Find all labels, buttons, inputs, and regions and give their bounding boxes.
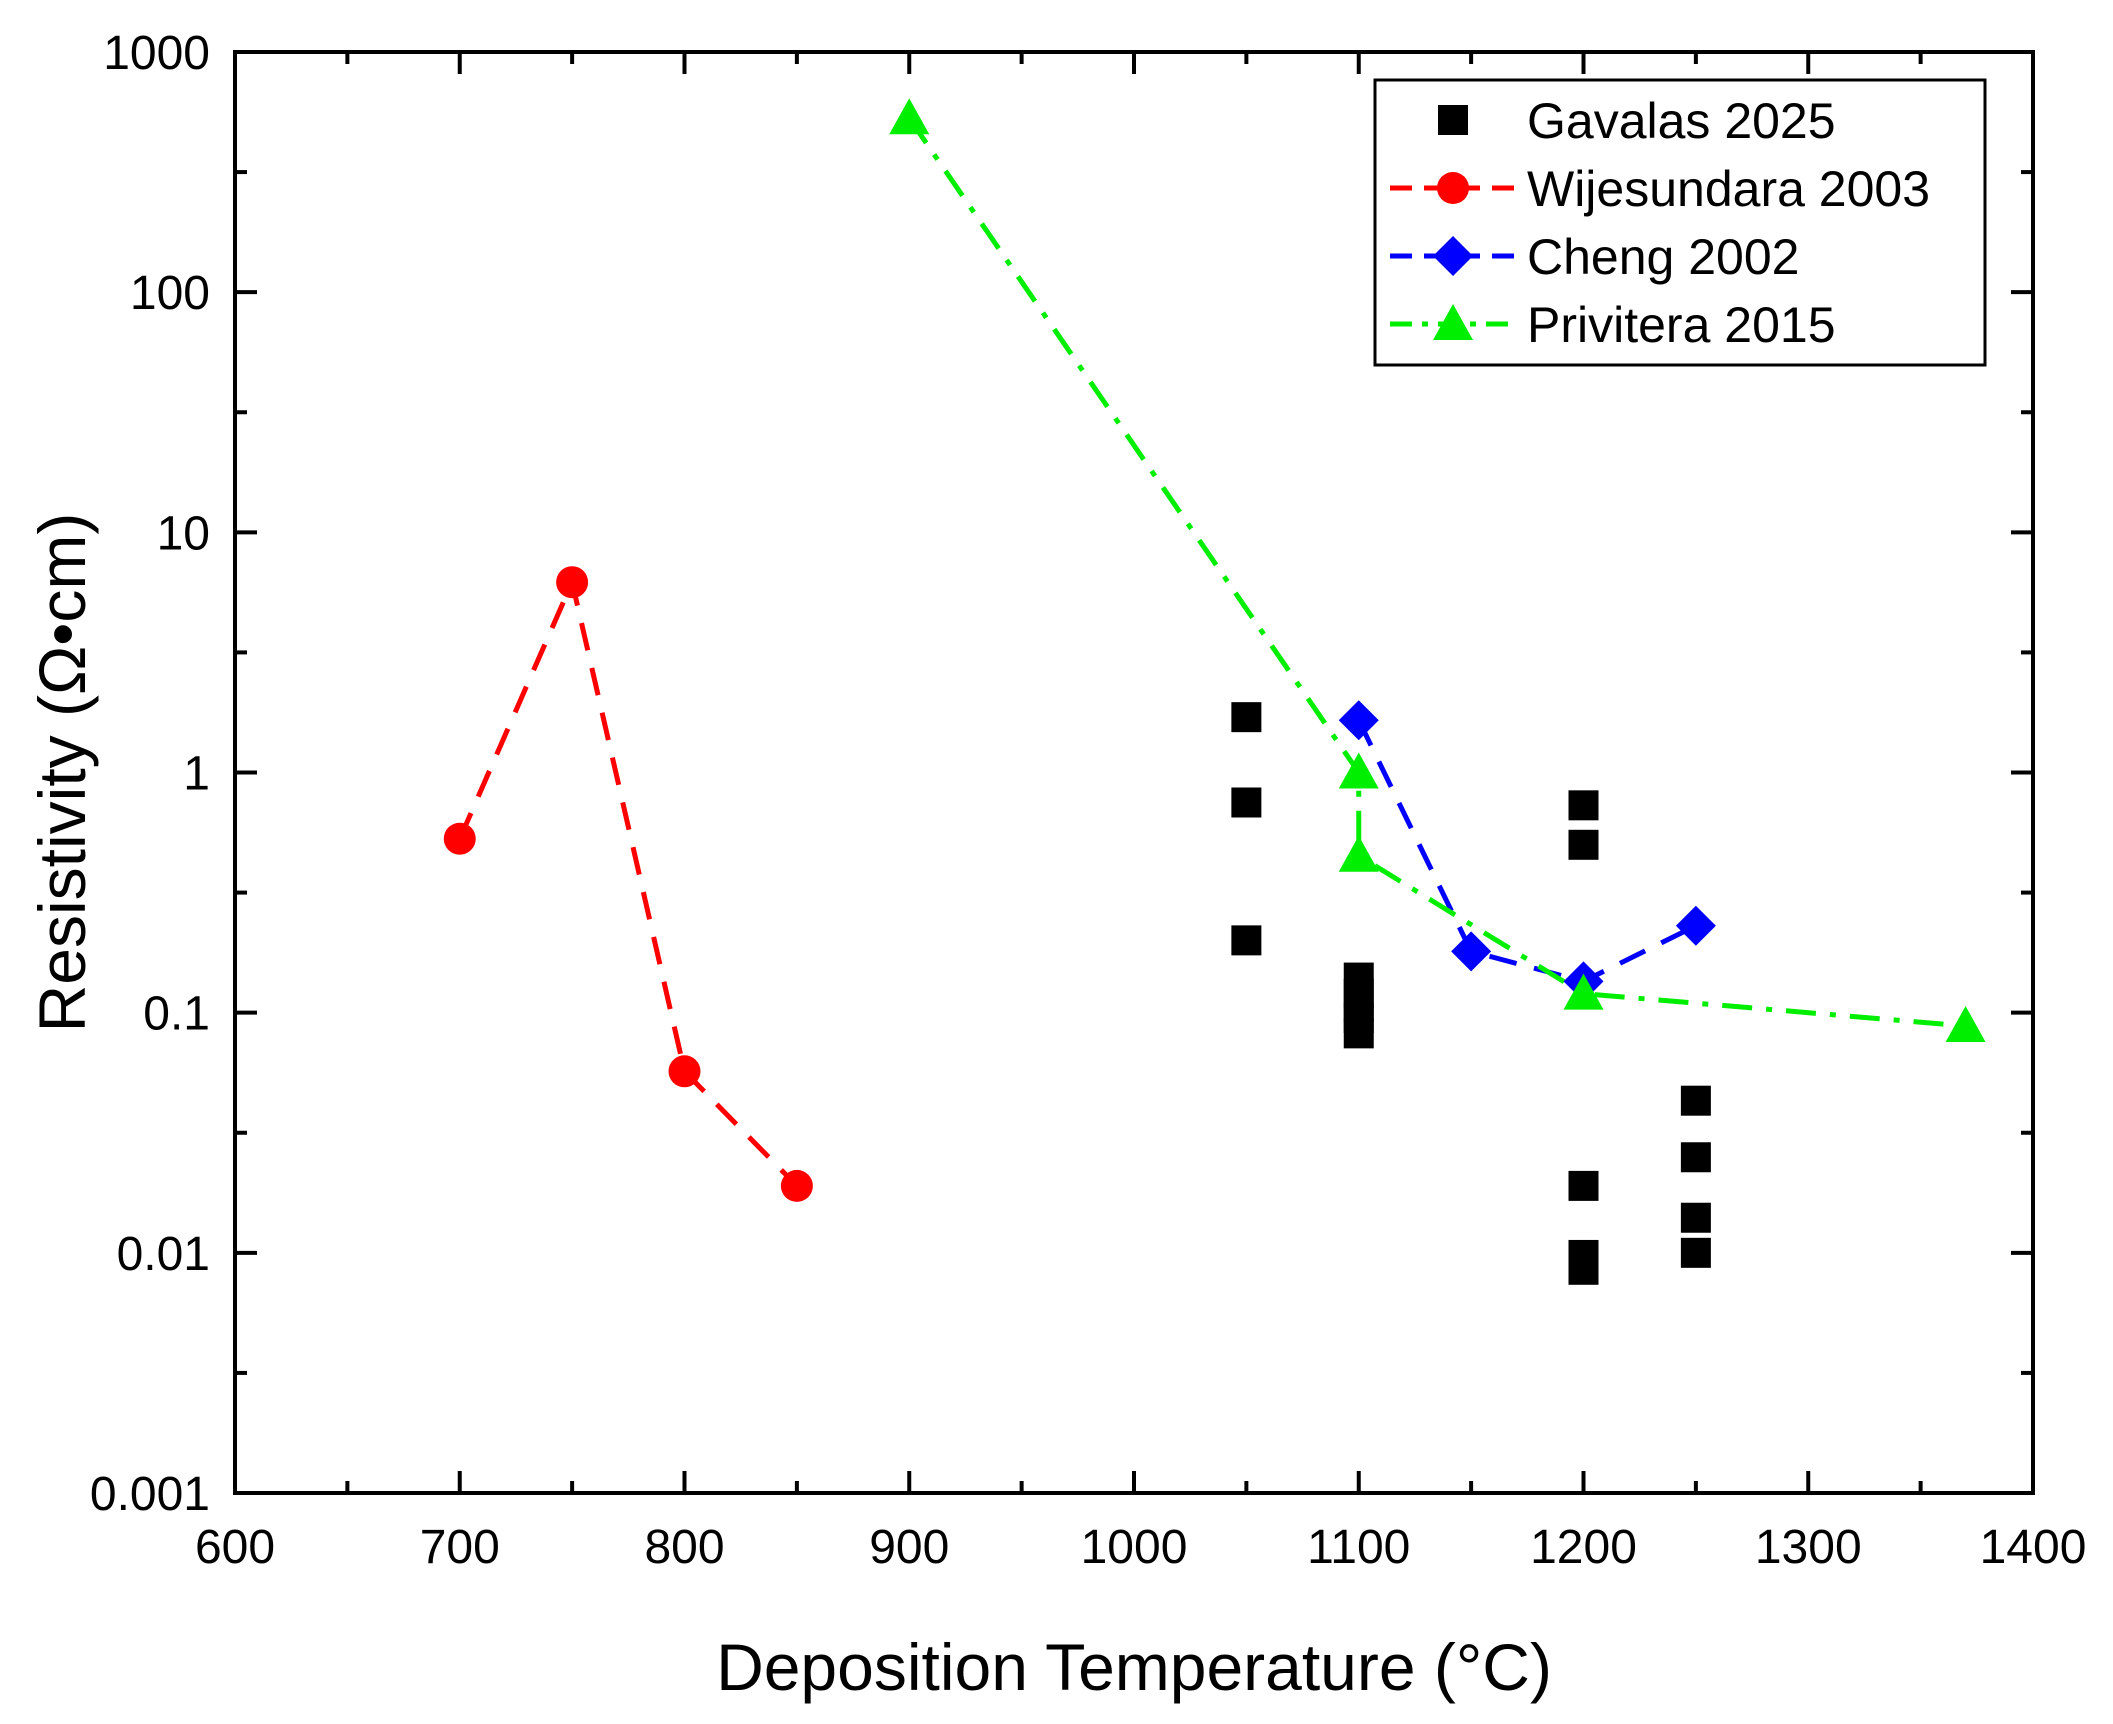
x-tick-label: 1200 [1530,1521,1637,1574]
series-line-cheng-2002 [1356,719,1697,985]
x-tick-label: 600 [195,1521,275,1574]
data-point-privitera-2015 [1338,835,1379,872]
data-point-wijesundara-2003 [556,566,589,599]
tick-labels: 600 700 800 900 1000 1100 1200 1300 14000.0010.0… [90,27,2087,1574]
data-point-gavalas-2025 [1231,787,1262,818]
y-tick-label: 1 [183,748,210,801]
legend-label-gavalas-2025: Gavalas 2025 [1527,93,1836,149]
data-point-gavalas-2025 [1568,790,1599,821]
data-point-cheng-2002 [1451,931,1492,972]
x-tick-label: 1400 [1980,1521,2087,1574]
data-point-wijesundara-2003 [668,1055,701,1088]
legend-item-privitera-2015: Privitera 2015 [1390,297,1836,353]
legend-marker-cheng-2002 [1433,236,1473,276]
legend-label-cheng-2002: Cheng 2002 [1527,229,1799,285]
data-point-gavalas-2025 [1680,1202,1711,1233]
data-point-gavalas-2025 [1343,1018,1374,1049]
data-point-gavalas-2025 [1568,1170,1599,1201]
data-point-cheng-2002 [1675,905,1716,946]
x-tick-label: 1000 [1081,1521,1188,1574]
data-point-privitera-2015 [1945,1006,1986,1043]
data-point-gavalas-2025 [1680,1085,1711,1116]
data-point-privitera-2015 [1563,973,1604,1010]
data-point-gavalas-2025 [1231,702,1262,733]
legend-item-gavalas-2025: Gavalas 2025 [1438,93,1836,149]
legend-item-cheng-2002: Cheng 2002 [1390,229,1799,285]
data-point-cheng-2002 [1338,700,1379,741]
x-axis-title: Deposition Temperature (°C) [716,1630,1552,1704]
data-point-gavalas-2025 [1680,1237,1711,1268]
data-point-gavalas-2025 [1231,925,1262,956]
x-tick-label: 1300 [1755,1521,1862,1574]
y-tick-label: 1000 [103,27,210,80]
legend-marker-wijesundara-2003 [1437,172,1469,204]
legend-item-wijesundara-2003: Wijesundara 2003 [1390,161,1930,217]
y-tick-label: 0.001 [90,1468,210,1521]
data-point-privitera-2015 [889,98,930,135]
data-point-gavalas-2025 [1568,1254,1599,1285]
data-point-gavalas-2025 [1680,1142,1711,1173]
data-point-gavalas-2025 [1568,829,1599,860]
axis-ticks [233,50,2035,1495]
y-tick-label: 100 [130,267,210,320]
x-tick-label: 900 [869,1521,949,1574]
y-tick-label: 0.1 [143,988,210,1041]
data-point-wijesundara-2003 [443,822,476,855]
legend-label-wijesundara-2003: Wijesundara 2003 [1527,161,1930,217]
legend-label-privitera-2015: Privitera 2015 [1527,297,1836,353]
y-tick-label: 0.01 [117,1228,210,1281]
legend-marker-privitera-2015 [1433,304,1473,340]
legend-box [1373,78,1987,367]
data-point-wijesundara-2003 [780,1169,813,1202]
series-line-wijesundara-2003 [457,574,799,1188]
legend-marker-gavalas-2025 [1438,105,1468,135]
x-tick-label: 800 [644,1521,724,1574]
data-points [443,98,1986,1285]
y-tick-label: 10 [157,507,210,560]
x-tick-label: 700 [420,1521,500,1574]
x-tick-label: 1100 [1307,1521,1410,1574]
y-axis-title: Resistivity (Ω•cm) [25,513,99,1033]
data-point-privitera-2015 [1338,752,1379,789]
legend: Gavalas 2025 Wijesundara 2003 Cheng 2002 Pr… [1373,78,1987,367]
